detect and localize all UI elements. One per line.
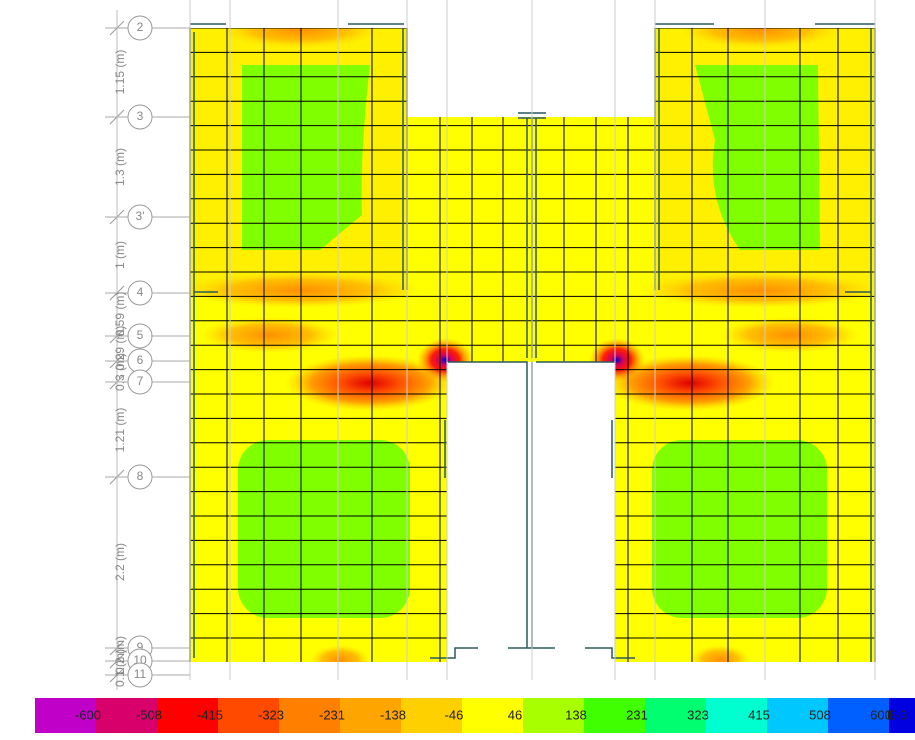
legend-label: -600 [75,707,101,722]
dimension-label: 1.21 (m) [113,408,127,453]
legend-unit: E-3 [887,707,907,722]
grid-label: 4 [137,285,144,299]
dimension-label: 1 (m) [113,241,127,269]
legend-label: -231 [319,707,345,722]
dimension-label: 1.3 (m) [113,148,127,186]
grid-label: 11 [134,667,147,681]
grid-label: 3 [137,109,144,123]
contour-plan [180,12,880,675]
grid-label: 2 [137,20,144,34]
dimension-label: 2.2 (m) [113,543,127,581]
grid-label: 3' [136,209,145,223]
grid-label: 8 [137,469,144,483]
legend-label: 46 [508,707,522,722]
dimension-label: 0.3 (m) [113,353,127,391]
grid-label: 7 [137,374,144,388]
legend: -600 -508 -415 -323 -231 -138 -46 46 138 231 323 41… [35,698,915,733]
viewport: 233'45678910111.15 (m)1.3 (m)1 (m)0.59 (… [0,0,915,740]
legend-label: -415 [197,707,223,722]
legend-label: 415 [748,707,770,722]
grid-label: 6 [137,353,144,367]
dimension-label: 1.15 (m) [113,50,127,95]
legend-label: -46 [445,707,464,722]
legend-label: 508 [809,707,831,722]
grid-label: 5 [137,328,144,342]
legend-label: 231 [626,707,648,722]
legend-label: 323 [687,707,709,722]
legend-label: -138 [380,707,406,722]
dimension-label: 0.1 (m) [113,649,127,687]
legend-label: 138 [565,707,587,722]
legend-label: -323 [258,707,284,722]
legend-label: -508 [136,707,162,722]
